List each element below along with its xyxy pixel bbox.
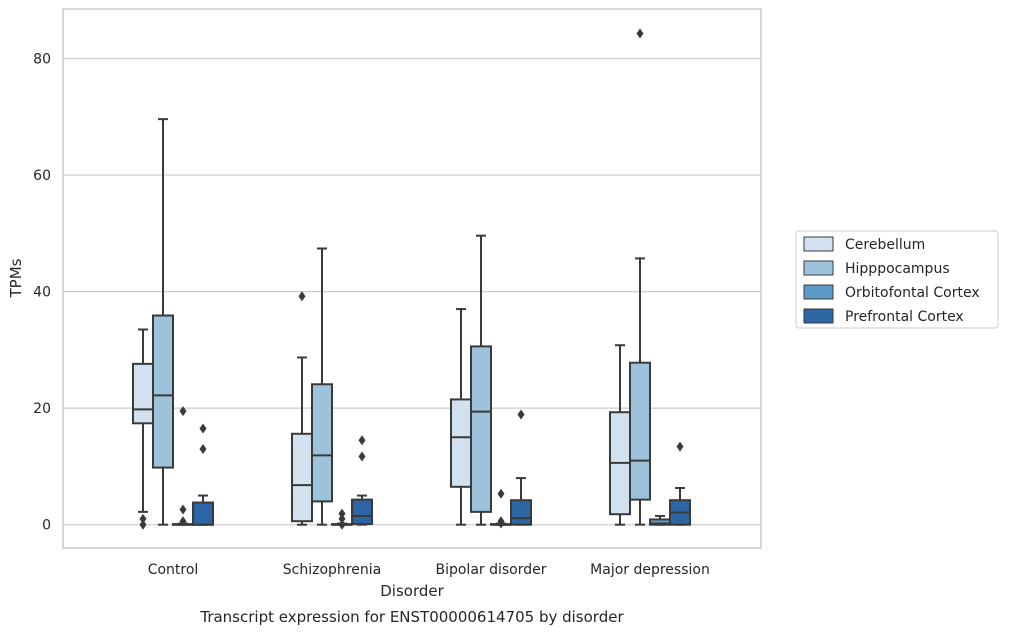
box-2-0 [172, 406, 194, 527]
y-tick-label-80: 80 [33, 52, 51, 68]
series-0 [132, 291, 631, 530]
series-2 [172, 406, 671, 530]
box-iqr [629, 361, 651, 501]
box-1-1 [311, 247, 333, 526]
x-axis-title: Disorder [380, 582, 444, 600]
plot-frame [62, 8, 762, 549]
legend-label-3: Prefrontal Cortex [845, 309, 964, 325]
outlier-point [179, 504, 187, 515]
x-tick-label-2: Bipolar disorder [435, 562, 546, 578]
chart-caption: Transcript expression for ENST0000061470… [199, 608, 624, 626]
box-iqr [450, 398, 472, 488]
outlier-point [636, 28, 644, 39]
box-iqr [152, 314, 174, 469]
box-iqr [132, 362, 154, 425]
outlier-point [338, 519, 346, 530]
legend-swatch-3 [803, 308, 834, 324]
x-tick-label-1: Schizophrenia [283, 562, 381, 578]
outlier-point [358, 435, 366, 446]
outlier-point [199, 443, 207, 454]
box-groups [132, 28, 691, 530]
series-3 [192, 409, 691, 526]
series-1 [152, 28, 651, 526]
y-tick-label-0: 0 [42, 518, 51, 534]
y-tick-label-40: 40 [33, 285, 51, 301]
box-2-3 [649, 514, 671, 526]
box-0-2 [450, 308, 472, 526]
box-iqr [510, 499, 532, 526]
y-tick-label-20: 20 [33, 401, 51, 417]
legend-label-2: Orbitofontal Cortex [845, 285, 980, 301]
box-2-1 [331, 508, 353, 530]
y-axis-title: TPMs [7, 258, 25, 298]
box-iqr [351, 498, 373, 526]
x-tick-label-0: Control [148, 562, 199, 578]
outlier-point [298, 291, 306, 302]
outlier-point [676, 441, 684, 452]
box-1-2 [470, 234, 492, 526]
y-tick-label-60: 60 [33, 168, 51, 184]
x-tick-labels: Control Schizophrenia Bipolar disorder Majo… [148, 562, 710, 578]
outlier-point [497, 518, 505, 529]
box-iqr [470, 345, 492, 513]
outlier-point [199, 423, 207, 434]
legend-swatch-1 [803, 260, 834, 276]
box-2-2 [490, 488, 512, 529]
outlier-point [517, 409, 525, 420]
outlier-point [139, 519, 147, 530]
outlier-point [179, 406, 187, 417]
legend-swatch-2 [803, 284, 834, 300]
legend-label-0: Cerebellum [845, 237, 925, 253]
box-3-3 [669, 441, 691, 526]
box-iqr [311, 383, 333, 503]
box-3-2 [510, 409, 532, 526]
y-tick-labels: 0 20 40 60 80 [33, 52, 51, 534]
legend-swatch-0 [803, 236, 834, 252]
box-0-3 [609, 344, 631, 526]
outlier-point [338, 508, 346, 519]
box-3-1 [351, 435, 373, 526]
legend-frame [795, 230, 999, 329]
box-1-0 [152, 118, 174, 526]
legend-label-1: Hipppocampus [845, 261, 950, 277]
box-0-0 [132, 328, 154, 530]
box-iqr [192, 501, 214, 526]
box-0-1 [291, 291, 313, 526]
legend-items: Cerebellum Hipppocampus Orbitofontal Corte… [803, 236, 980, 325]
x-tick-label-3: Major depression [590, 562, 710, 578]
box-1-3 [629, 28, 651, 526]
outlier-point [358, 451, 366, 462]
outlier-point [179, 516, 187, 527]
legend: Cerebellum Hipppocampus Orbitofontal Corte… [795, 230, 999, 329]
box-iqr [291, 432, 313, 523]
box-3-0 [192, 423, 214, 526]
outlier-point [338, 513, 346, 524]
outlier-point [497, 488, 505, 499]
outlier-point [139, 513, 147, 524]
